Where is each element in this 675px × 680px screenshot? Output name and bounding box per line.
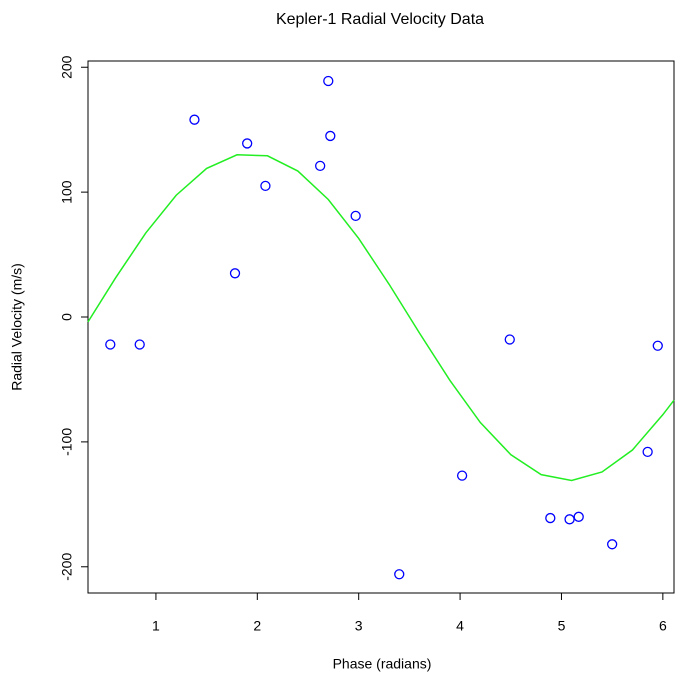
fit-curve <box>87 154 675 482</box>
data-point <box>652 340 663 351</box>
y-tick-label: 0 <box>59 313 75 321</box>
data-point <box>607 539 618 550</box>
data-point <box>456 470 468 481</box>
y-axis-label: Radial Velocity (m/s) <box>9 263 25 391</box>
data-point <box>325 130 336 142</box>
data-point <box>189 114 200 125</box>
x-tick-label: 5 <box>558 618 566 634</box>
data-point <box>229 268 241 279</box>
x-axis-label: Phase (radians) <box>333 656 432 672</box>
data-point <box>260 180 271 192</box>
data-point <box>105 339 116 350</box>
data-point <box>642 446 653 458</box>
x-tick-label: 3 <box>355 618 363 634</box>
x-tick-label: 1 <box>152 618 160 634</box>
data-point <box>350 210 361 222</box>
data-point <box>134 339 145 350</box>
data-point <box>504 334 515 345</box>
y-tick-label: -200 <box>59 553 75 581</box>
data-point <box>545 512 556 524</box>
y-tick-label: -100 <box>59 428 75 456</box>
y-tick-label: 100 <box>59 180 75 204</box>
x-tick-label: 6 <box>659 618 667 634</box>
data-point <box>573 511 584 522</box>
plot-frame <box>87 60 675 594</box>
chart-title: Kepler-1 Radial Velocity Data <box>276 11 484 28</box>
data-point <box>564 514 575 525</box>
x-tick-label: 4 <box>456 618 464 634</box>
data-point <box>394 569 405 580</box>
data-point <box>323 75 334 87</box>
y-tick-label: 200 <box>59 55 75 79</box>
x-tick-label: 2 <box>253 618 261 634</box>
data-point <box>242 138 253 149</box>
data-point <box>315 160 326 172</box>
